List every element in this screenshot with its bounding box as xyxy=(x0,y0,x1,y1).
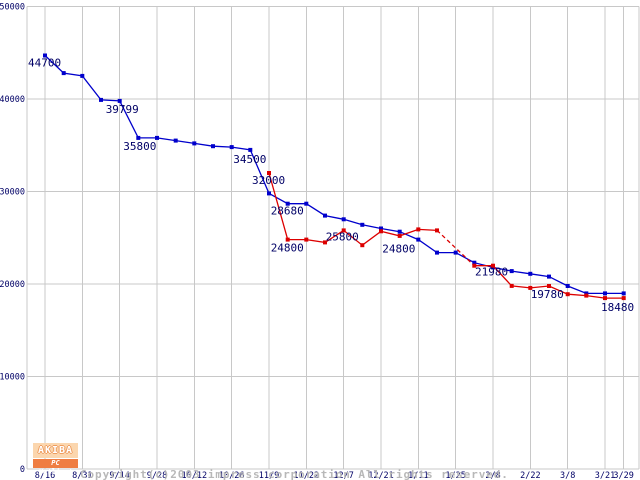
price-label: 39799 xyxy=(106,103,139,116)
svg-text:2/22: 2/22 xyxy=(520,471,540,480)
data-point-marker xyxy=(248,147,253,152)
price-label: 19780 xyxy=(531,288,564,301)
svg-text:11/9: 11/9 xyxy=(259,471,279,480)
data-point-marker xyxy=(117,98,122,103)
data-point-marker xyxy=(565,292,570,297)
data-point-marker xyxy=(173,138,178,143)
data-point-marker xyxy=(341,217,346,222)
data-point-marker xyxy=(61,71,66,76)
price-label: 34500 xyxy=(233,153,266,166)
data-point-marker xyxy=(267,191,271,196)
data-point-marker xyxy=(584,291,589,296)
price-label: 28680 xyxy=(271,205,304,218)
data-point-marker xyxy=(285,201,290,206)
x-axis-labels: 8/16 8/31 9/14 9/28 10/12 10/26 11/9 11/22 12/7 1… xyxy=(35,471,634,480)
data-point-marker xyxy=(547,284,551,288)
svg-text:10/26: 10/26 xyxy=(219,471,245,480)
missing-data-dashed-segment xyxy=(436,229,475,267)
svg-text:10000: 10000 xyxy=(0,373,25,383)
price-series-red xyxy=(267,171,626,301)
data-point-marker xyxy=(435,228,439,233)
svg-text:0: 0 xyxy=(20,465,25,475)
svg-text:3/29: 3/29 xyxy=(613,471,633,480)
data-point-marker xyxy=(603,291,607,296)
data-point-marker xyxy=(621,296,626,301)
svg-text:30000: 30000 xyxy=(0,188,25,198)
data-point-marker xyxy=(341,228,346,233)
svg-text:10/12: 10/12 xyxy=(182,471,208,480)
svg-text:40000: 40000 xyxy=(0,95,25,105)
data-point-marker xyxy=(453,250,458,255)
data-point-marker xyxy=(416,227,421,232)
price-point-labels: 44700 39799 35800 34500 32000 28680 24800 25800… xyxy=(28,57,634,315)
svg-text:12/7: 12/7 xyxy=(333,471,353,480)
data-point-marker xyxy=(211,144,215,149)
data-point-marker xyxy=(472,263,477,268)
data-point-marker xyxy=(397,229,402,234)
data-point-marker xyxy=(621,291,626,296)
data-point-marker xyxy=(379,226,383,231)
data-point-marker xyxy=(323,240,327,245)
data-point-marker xyxy=(416,237,421,242)
svg-text:1/25: 1/25 xyxy=(445,471,465,480)
data-point-marker xyxy=(435,250,439,255)
data-point-marker xyxy=(80,73,85,78)
data-point-marker xyxy=(509,269,514,274)
data-point-marker xyxy=(547,274,551,279)
price-label: 21980 xyxy=(475,266,508,279)
data-point-marker xyxy=(528,285,533,290)
data-point-marker xyxy=(528,271,533,276)
svg-text:9/28: 9/28 xyxy=(147,471,167,480)
svg-text:12/21: 12/21 xyxy=(368,471,394,480)
price-label: 25800 xyxy=(326,230,359,243)
data-point-marker xyxy=(509,283,514,288)
svg-text:1/11: 1/11 xyxy=(408,471,428,480)
svg-text:3/8: 3/8 xyxy=(560,471,575,480)
price-label: 32000 xyxy=(252,174,285,187)
svg-text:50000: 50000 xyxy=(0,3,25,13)
svg-text:8/16: 8/16 xyxy=(35,471,55,480)
data-point-marker xyxy=(304,237,309,242)
price-label: 24800 xyxy=(271,242,304,255)
svg-text:9/14: 9/14 xyxy=(109,471,129,480)
price-label: 44700 xyxy=(28,57,61,70)
data-point-marker xyxy=(229,145,234,150)
price-label: 35800 xyxy=(123,140,156,153)
y-axis-labels: 0 10000 20000 30000 40000 50000 xyxy=(0,3,25,476)
svg-text:3/21: 3/21 xyxy=(595,471,615,480)
svg-text:11/22: 11/22 xyxy=(294,471,320,480)
data-point-marker xyxy=(304,201,309,206)
data-point-marker xyxy=(267,171,271,175)
data-point-marker xyxy=(192,141,197,146)
svg-text:8/31: 8/31 xyxy=(72,471,92,480)
data-point-marker xyxy=(379,229,383,234)
data-point-marker xyxy=(491,263,495,268)
price-label: 24800 xyxy=(382,243,415,256)
data-point-marker xyxy=(360,222,365,227)
data-point-marker xyxy=(565,284,570,288)
price-label: 18480 xyxy=(601,301,634,314)
data-point-marker xyxy=(99,97,103,102)
data-point-marker xyxy=(603,296,607,301)
data-point-marker xyxy=(285,237,290,242)
data-point-marker xyxy=(472,260,477,265)
data-point-marker xyxy=(43,53,47,58)
data-point-marker xyxy=(360,243,365,248)
grid-horizontal xyxy=(27,6,639,377)
price-series-blue xyxy=(43,53,626,296)
svg-text:20000: 20000 xyxy=(0,280,25,290)
data-point-marker xyxy=(136,135,141,140)
data-point-marker xyxy=(397,233,402,238)
data-point-marker xyxy=(155,135,159,140)
data-point-marker xyxy=(584,293,589,298)
data-point-marker xyxy=(323,213,327,218)
svg-text:2/8: 2/8 xyxy=(485,471,500,480)
